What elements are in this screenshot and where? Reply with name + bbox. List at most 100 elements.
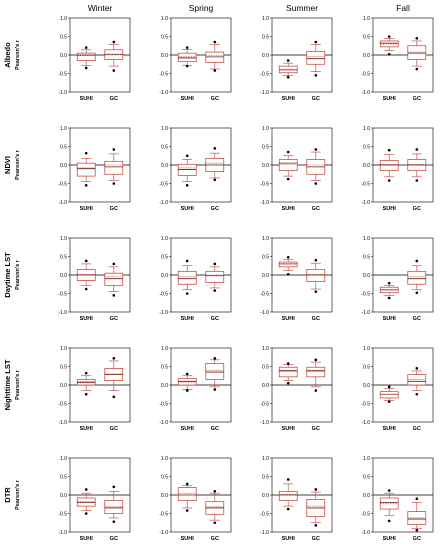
box-suhi [177,154,197,187]
outlier-point [213,289,217,292]
category-label-suhi: SUHI [80,316,94,322]
y-tick-label: -0.5 [58,291,67,297]
category-label-suhi: SUHI [282,426,296,432]
y-tick-label: -1.0 [260,90,269,96]
y-axis-title: Pearson's r [15,39,21,70]
outlier-point [415,179,419,182]
y-tick-label: 1.0 [363,16,370,22]
y-tick-label: -1.0 [361,200,370,206]
box-gc [306,358,326,392]
outlier-point [112,40,116,44]
y-tick-label: 0.0 [262,383,269,389]
y-tick-label: 0.0 [161,163,168,169]
outlier-point [314,389,318,392]
box-body [407,374,427,386]
category-label-gc: GC [413,206,421,212]
box-suhi [278,478,298,511]
panel-albedo-winter: -1.0 -0.5 0.0 0.5 1.0 SUHI GC [58,16,131,102]
category-label-suhi: SUHI [181,96,195,102]
category-label-suhi: SUHI [181,316,195,322]
y-tick-label: 0.0 [363,163,370,169]
box-gc [104,485,124,523]
category-label-suhi: SUHI [383,96,397,102]
y-tick-label: 1.0 [161,16,168,22]
box-suhi [76,46,96,70]
box-body [278,490,298,501]
y-tick-label: 0.5 [363,34,370,40]
outlier-point [84,488,88,491]
category-label-gc: GC [413,316,421,322]
y-tick-label: 0.5 [262,474,269,480]
outlier-point [387,52,391,56]
box-gc [104,148,124,185]
outlier-point [314,290,318,293]
y-tick-label: 0.5 [161,364,168,370]
y-tick-label: 1.0 [60,126,67,132]
outlier-point [84,66,88,70]
season-header-winter: Winter [88,3,113,13]
box-gc [407,148,427,182]
panel-nighttime-lst-fall: -1.0 -0.5 0.0 0.5 1.0 SUHI GC [361,346,434,432]
panel-daytime-lst-fall: -1.0 -0.5 0.0 0.5 1.0 SUHI GC [361,236,434,322]
outlier-point [84,371,88,375]
outlier-point [314,40,318,44]
panel-nighttime-lst-summer: -1.0 -0.5 0.0 0.5 1.0 SUHI GC [260,346,333,432]
row-label-daytime-lst: Daytime LST [3,252,12,298]
category-label-gc: GC [110,316,118,322]
panel-dtr-spring: -1.0 -0.5 0.0 0.5 1.0 SUHI GC [159,456,232,542]
outlier-point [112,485,116,489]
y-tick-label: -1.0 [58,530,67,536]
y-tick-label: 0.0 [161,53,168,59]
y-tick-label: 0.5 [363,474,370,480]
outlier-point [286,75,290,79]
y-tick-label: -0.5 [361,511,370,517]
outlier-point [387,519,391,523]
outlier-point [112,182,116,185]
y-tick-label: 0.0 [60,163,67,169]
category-label-suhi: SUHI [282,536,296,542]
panel-albedo-spring: -1.0 -0.5 0.0 0.5 1.0 SUHI GC [159,16,232,102]
y-tick-label: 0.0 [60,53,67,59]
y-tick-label: 1.0 [161,346,168,352]
y-tick-label: 1.0 [363,126,370,132]
outlier-point [415,37,419,40]
box-body [278,366,298,378]
outlier-point [314,258,318,262]
y-tick-label: 0.0 [363,273,370,279]
y-tick-label: 0.5 [60,254,67,260]
box-gc [407,37,427,71]
box-suhi [379,281,399,300]
category-label-suhi: SUHI [80,96,94,102]
outlier-point [286,478,290,481]
outlier-point [415,148,419,151]
y-tick-label: 0.0 [262,273,269,279]
outlier-point [286,59,290,62]
panel-dtr-fall: -1.0 -0.5 0.0 0.5 1.0 SUHI GC [361,456,434,542]
y-tick-label: 0.0 [363,53,370,59]
panel-nighttime-lst-spring: -1.0 -0.5 0.0 0.5 1.0 SUHI GC [159,346,232,432]
y-tick-label: 1.0 [60,16,67,22]
y-axis-title: Pearson's r [15,479,21,510]
box-suhi [177,259,197,295]
y-tick-label: -0.5 [58,401,67,407]
outlier-point [185,509,189,512]
panel-ndvi-summer: -1.0 -0.5 0.0 0.5 1.0 SUHI GC [260,126,333,212]
outlier-point [84,392,88,396]
outlier-point [185,389,189,392]
outlier-point [415,392,419,396]
category-label-suhi: SUHI [383,426,397,432]
y-tick-label: -0.5 [159,71,168,77]
y-tick-label: 1.0 [262,16,269,22]
category-label-gc: GC [110,536,118,542]
row-label-nighttime-lst: Nighttime LST [3,359,12,410]
y-tick-label: -1.0 [58,420,67,426]
y-tick-label: 1.0 [262,456,269,462]
y-tick-label: 1.0 [161,236,168,242]
category-label-gc: GC [312,536,320,542]
panel-nighttime-lst-winter: -1.0 -0.5 0.0 0.5 1.0 SUHI GC [58,346,131,432]
y-tick-label: 0.5 [262,34,269,40]
outlier-point [387,281,391,285]
panel-ndvi-fall: -1.0 -0.5 0.0 0.5 1.0 SUHI GC [361,126,434,212]
panel-daytime-lst-spring: -1.0 -0.5 0.0 0.5 1.0 SUHI GC [159,236,232,322]
panel-ndvi-spring: -1.0 -0.5 0.0 0.5 1.0 SUHI GC [159,126,232,212]
